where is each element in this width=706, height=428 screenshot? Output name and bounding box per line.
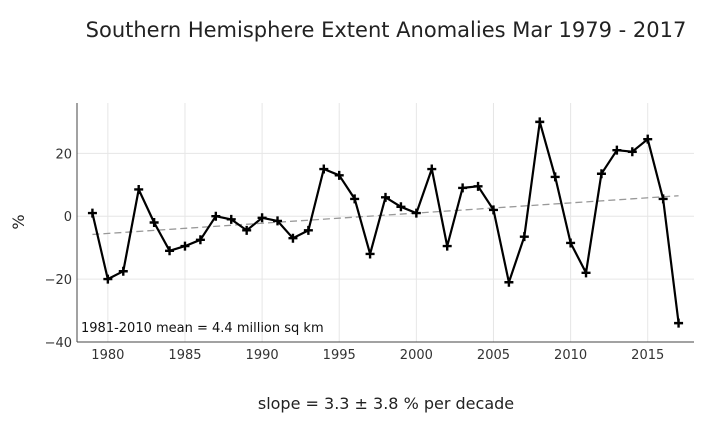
data-point [334, 170, 344, 180]
gridlines [77, 103, 694, 342]
data-point [195, 235, 205, 245]
data-point [242, 225, 252, 235]
data-point [303, 225, 313, 235]
x-tick-label: 2010 [554, 348, 587, 363]
data-point [365, 249, 375, 259]
data-point [519, 232, 529, 242]
data-point [134, 184, 144, 194]
series-line [91, 120, 680, 324]
data-point [627, 147, 637, 157]
data-point [319, 164, 329, 174]
x-axis-label: slope = 3.3 ± 3.8 % per decade [258, 394, 514, 413]
x-tick-label: 1985 [168, 348, 201, 363]
x-tick-label: 1995 [323, 348, 356, 363]
data-point [458, 183, 468, 193]
x-tick-label: 2005 [477, 348, 510, 363]
mean-annotation: 1981-2010 mean = 4.4 million sq km [81, 321, 324, 336]
data-point [381, 192, 390, 202]
data-point [396, 202, 406, 212]
y-tick-label: 20 [55, 147, 72, 162]
trend-line-segment [92, 195, 679, 236]
data-point [473, 181, 483, 191]
data-point [596, 169, 606, 179]
data-point [658, 194, 668, 204]
data-point [442, 241, 452, 251]
data-point [350, 194, 360, 204]
x-tick-label: 1980 [91, 348, 124, 363]
data-point [427, 164, 437, 174]
data-point [566, 238, 576, 248]
data-series [91, 120, 680, 324]
data-point [550, 172, 560, 182]
x-tick-label: 1990 [246, 348, 279, 363]
data-point [535, 117, 545, 127]
y-tick-label: −40 [45, 336, 72, 351]
data-point [103, 274, 113, 284]
data-point [165, 246, 175, 256]
data-point [273, 216, 283, 226]
data-point [149, 218, 159, 227]
y-tick-labels: −40 −20 0 20 [45, 147, 72, 351]
x-tick-label: 2015 [631, 348, 664, 363]
y-tick-label: −20 [45, 273, 72, 288]
data-point [612, 145, 622, 155]
data-point [643, 134, 653, 144]
data-point [504, 277, 514, 287]
data-point [411, 208, 421, 218]
data-point [180, 241, 190, 251]
chart-title: Southern Hemisphere Extent Anomalies Mar… [86, 18, 687, 42]
y-axis-label: % [9, 214, 28, 229]
x-tick-label: 2000 [400, 348, 433, 363]
data-point [257, 213, 267, 223]
data-point [87, 208, 97, 218]
y-tick-label: 0 [64, 210, 72, 225]
data-point [488, 205, 498, 215]
data-point [674, 318, 684, 328]
data-point [211, 211, 221, 221]
data-markers [87, 117, 684, 328]
data-point [581, 268, 591, 278]
trend-line [92, 195, 679, 236]
data-point [288, 233, 298, 243]
data-point [226, 214, 236, 224]
data-point [118, 266, 128, 276]
axes [76, 103, 694, 343]
x-tick-labels: 1980 1985 1990 1995 2000 2005 2010 2015 [91, 348, 664, 363]
